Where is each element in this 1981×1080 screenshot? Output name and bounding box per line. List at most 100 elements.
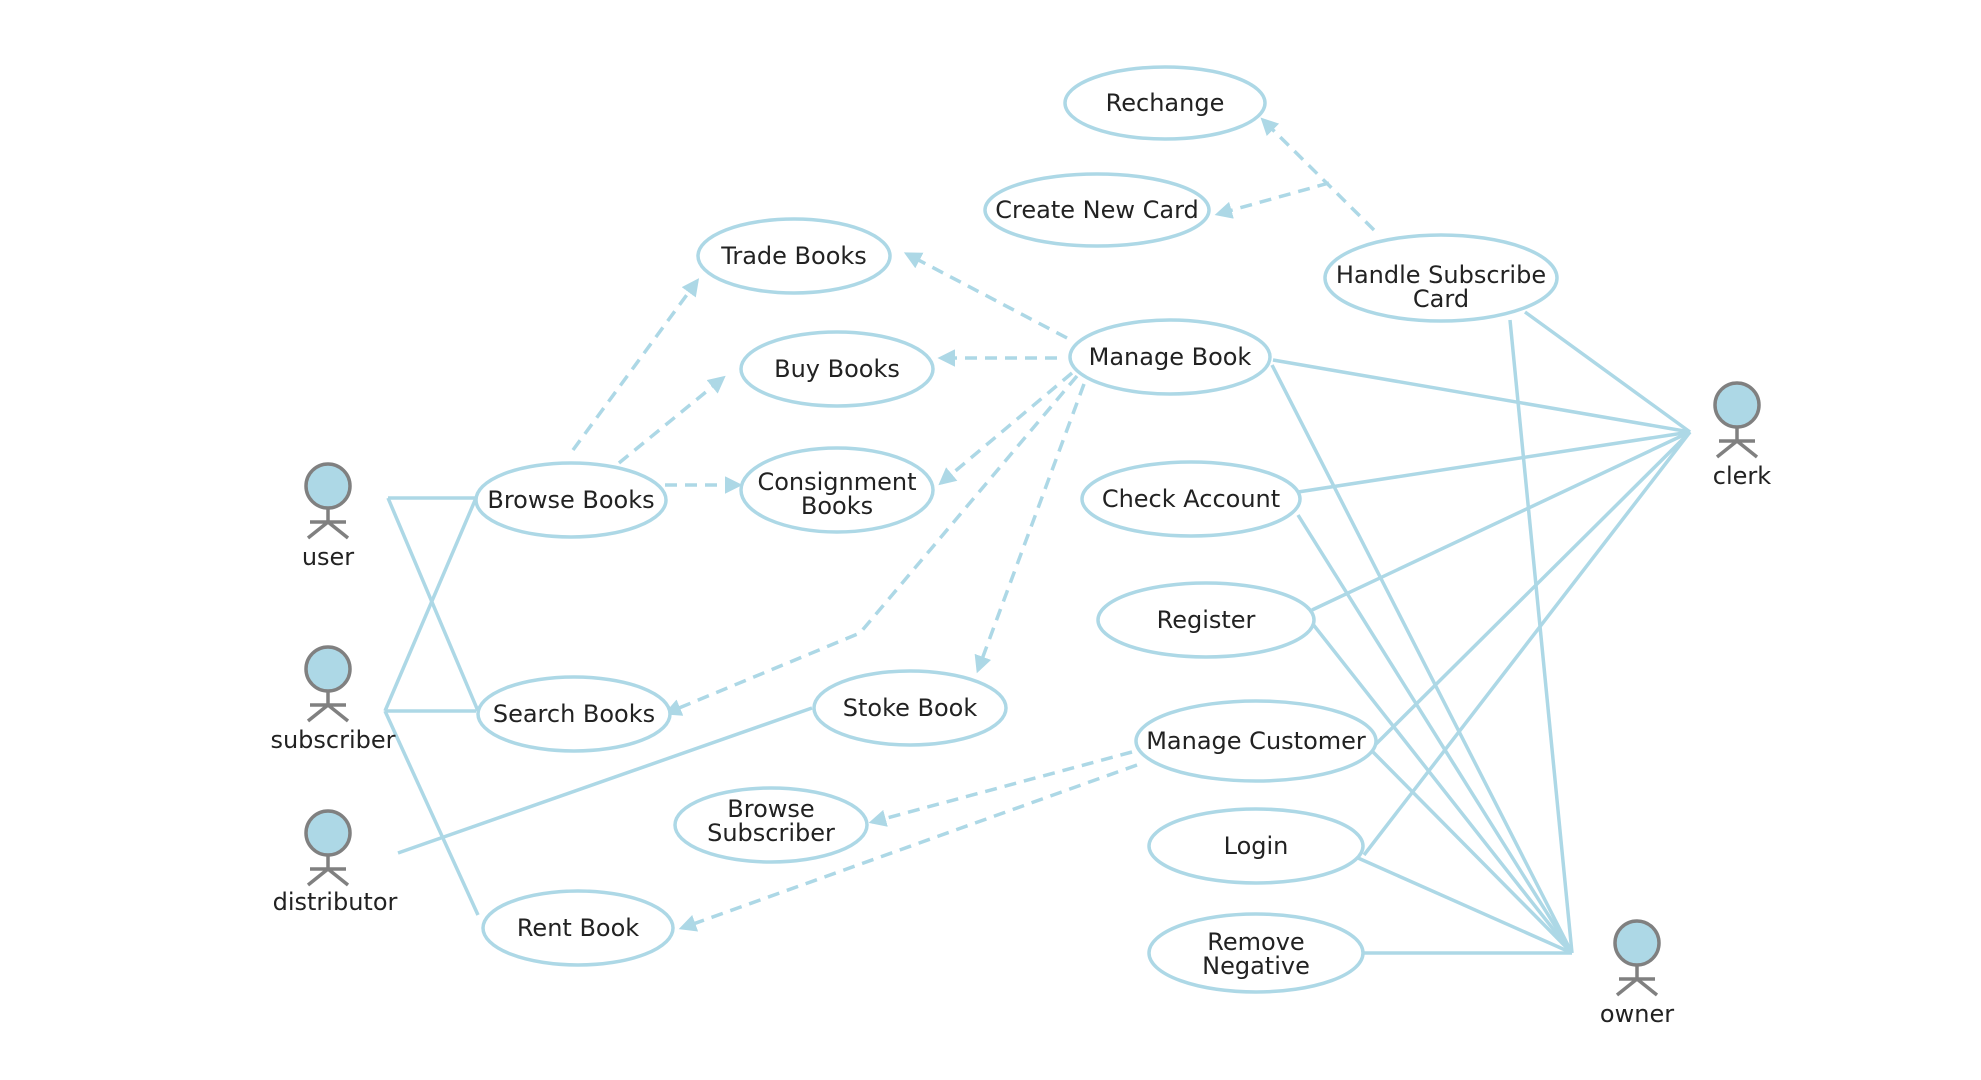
dependencies <box>571 117 1376 932</box>
use-case-handle-subscribe-card-label-line1: Handle Subscribe <box>1336 261 1546 289</box>
use-case-check-account-ellipse <box>1080 460 1302 538</box>
actor-subscriber-head <box>304 645 352 693</box>
associations <box>383 310 1692 955</box>
use-case-browse-subscriber-label-line1: Browse <box>727 795 814 823</box>
use-case-check-account-label: Check Account <box>1102 485 1280 513</box>
actor-subscriber-body <box>306 691 350 723</box>
actor-distributor-head <box>304 809 352 857</box>
use-case-register-ellipse <box>1096 581 1316 659</box>
association-clerk-register <box>1311 430 1691 612</box>
use-case-buy-books[interactable]: Buy Books <box>739 330 935 408</box>
use-case-consignment-books-label-line2: Books <box>801 492 873 520</box>
use-case-remove-negative[interactable]: Remove Negative <box>1147 912 1365 994</box>
dependency-manage-book-trade-books <box>903 252 1068 340</box>
use-case-consignment-books-ellipse <box>739 446 935 534</box>
use-case-trade-books-label: Trade Books <box>720 242 867 270</box>
association-owner-check-account <box>1296 514 1574 954</box>
association-clerk-manage-customer <box>1373 430 1692 747</box>
use-case-trade-books-ellipse <box>696 217 892 295</box>
association-clerk-handle-subscribe-card <box>1523 310 1692 434</box>
use-case-search-books[interactable]: Search Books <box>476 675 672 753</box>
association-subscriber-browse-books <box>383 497 478 712</box>
use-case-manage-book-ellipse <box>1068 318 1272 396</box>
dependency-browse-books-buy-books <box>617 375 726 465</box>
use-case-manage-customer[interactable]: Manage Customer <box>1134 699 1378 783</box>
use-case-login[interactable]: Login <box>1147 807 1365 885</box>
use-case-consignment-books[interactable]: Consignment Books <box>739 446 935 534</box>
use-case-manage-customer-ellipse <box>1134 699 1378 783</box>
use-case-rent-book[interactable]: Rent Book <box>481 889 675 967</box>
dependency-manage-book-stoke-book <box>974 383 1086 674</box>
use-case-create-new-card-label: Create New Card <box>995 196 1199 224</box>
use-case-rechange[interactable]: Rechange <box>1063 65 1267 141</box>
dependency-handle-subscribe-card-rechange <box>1260 117 1376 232</box>
use-case-search-books-ellipse <box>476 675 672 753</box>
actor-owner-label: owner <box>1600 1000 1674 1028</box>
actor-clerk[interactable]: clerk <box>1713 381 1771 490</box>
actor-user[interactable]: user <box>302 462 354 571</box>
use-case-register[interactable]: Register <box>1096 581 1316 659</box>
actor-clerk-head <box>1713 381 1761 429</box>
actor-subscriber-label: subscriber <box>270 726 395 754</box>
use-case-rechange-label: Rechange <box>1106 89 1225 117</box>
use-case-search-books-label: Search Books <box>493 700 655 728</box>
association-owner-handle-subscribe-card <box>1508 319 1574 954</box>
use-case-handle-subscribe-card[interactable]: Handle Subscribe Card <box>1323 233 1559 323</box>
use-case-login-label: Login <box>1224 832 1289 860</box>
dependency-browse-books-trade-books <box>571 278 700 452</box>
use-case-stoke-book-ellipse <box>812 669 1008 747</box>
use-case-create-new-card-ellipse <box>983 172 1211 248</box>
use-case-login-ellipse <box>1147 807 1365 885</box>
dependency-manage-book-search-books <box>663 374 1079 716</box>
use-case-handle-subscribe-card-label-line2: Card <box>1413 285 1469 313</box>
use-case-remove-negative-ellipse <box>1147 912 1365 994</box>
actor-clerk-label: clerk <box>1713 462 1771 490</box>
association-owner-login <box>1357 856 1573 955</box>
use-case-trade-books[interactable]: Trade Books <box>696 217 892 295</box>
dependency-manage-book-consignment-books <box>938 371 1074 486</box>
use-case-browse-subscriber-label-line2: Subscriber <box>707 819 835 847</box>
use-case-stoke-book[interactable]: Stoke Book <box>812 669 1008 747</box>
use-case-rechange-ellipse <box>1063 65 1267 141</box>
actor-owner-head <box>1613 919 1661 967</box>
actor-distributor-body <box>306 855 350 887</box>
use-case-manage-book-label: Manage Book <box>1089 343 1252 371</box>
use-case-create-new-card[interactable]: Create New Card <box>983 172 1211 248</box>
actor-user-label: user <box>302 543 354 571</box>
use-case-buy-books-ellipse <box>739 330 935 408</box>
use-case-browse-subscriber[interactable]: Browse Subscriber <box>673 786 869 864</box>
actor-distributor[interactable]: distributor <box>273 809 398 916</box>
actor-user-body <box>306 508 350 540</box>
actor-user-head <box>304 462 352 510</box>
use-case-stoke-book-label: Stoke Book <box>843 694 978 722</box>
actor-distributor-label: distributor <box>273 888 398 916</box>
dependency-manage-customer-browse-subscriber <box>868 750 1133 827</box>
use-case-remove-negative-label-line1: Remove <box>1207 928 1304 956</box>
dependency-manage-customer-rent-book <box>678 763 1138 932</box>
dependency-handle-subscribe-card-create-new-card <box>1214 181 1330 219</box>
association-clerk-login <box>1362 430 1692 857</box>
use-case-manage-book[interactable]: Manage Book <box>1068 318 1272 396</box>
association-clerk-check-account <box>1297 430 1691 494</box>
use-cases: Rechange Create New Card Handle Subscrib… <box>474 65 1559 994</box>
actor-owner[interactable]: owner <box>1600 919 1674 1028</box>
use-case-browse-books[interactable]: Browse Books <box>474 461 668 539</box>
use-case-check-account[interactable]: Check Account <box>1080 460 1302 538</box>
actor-subscriber[interactable]: subscriber <box>270 645 396 754</box>
actor-owner-body <box>1615 965 1659 997</box>
use-case-browse-subscriber-ellipse <box>673 786 869 864</box>
actors: user subscriber distributor clerk owner <box>270 381 1771 1028</box>
use-case-consignment-books-label-line1: Consignment <box>757 468 916 496</box>
use-case-browse-books-ellipse <box>474 461 668 539</box>
association-owner-manage-customer <box>1371 750 1574 955</box>
association-distributor-stoke-book <box>397 706 813 855</box>
association-user-search-books <box>386 497 480 712</box>
use-case-browse-books-label: Browse Books <box>487 486 654 514</box>
association-owner-register <box>1310 621 1574 955</box>
use-case-buy-books-label: Buy Books <box>774 355 900 383</box>
use-case-rent-book-label: Rent Book <box>517 914 639 942</box>
association-owner-manage-book <box>1270 364 1574 954</box>
actor-clerk-body <box>1715 427 1759 459</box>
association-clerk-manage-book <box>1272 358 1691 434</box>
